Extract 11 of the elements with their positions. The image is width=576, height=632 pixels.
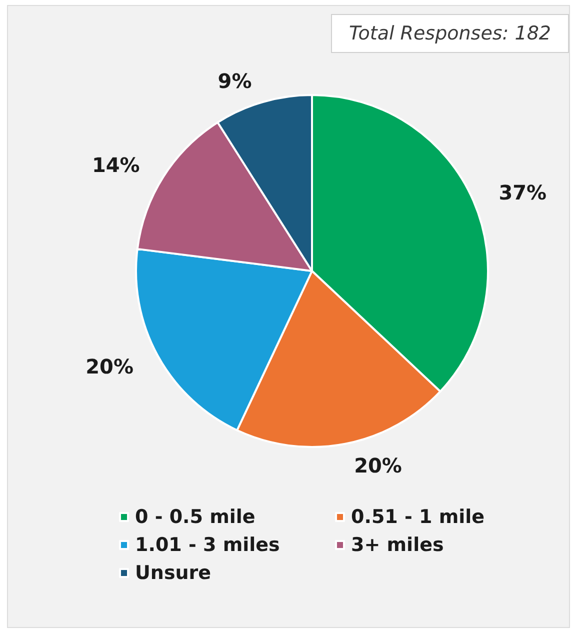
data-label: 37% — [498, 180, 547, 204]
data-label: 20% — [354, 453, 402, 478]
legend-label: 1.01 - 3 miles — [135, 534, 280, 556]
text: Total Responses: 182 — [348, 22, 552, 44]
legend-label: 0 - 0.5 mile — [135, 506, 256, 528]
legend-label: 3+ miles — [351, 534, 444, 556]
data-label: 14% — [92, 152, 140, 177]
legend-label: Unsure — [135, 562, 212, 584]
legend-label: 0.51 - 1 mile — [351, 506, 485, 528]
data-label: 9% — [218, 68, 252, 93]
data-label: 20% — [86, 354, 134, 378]
